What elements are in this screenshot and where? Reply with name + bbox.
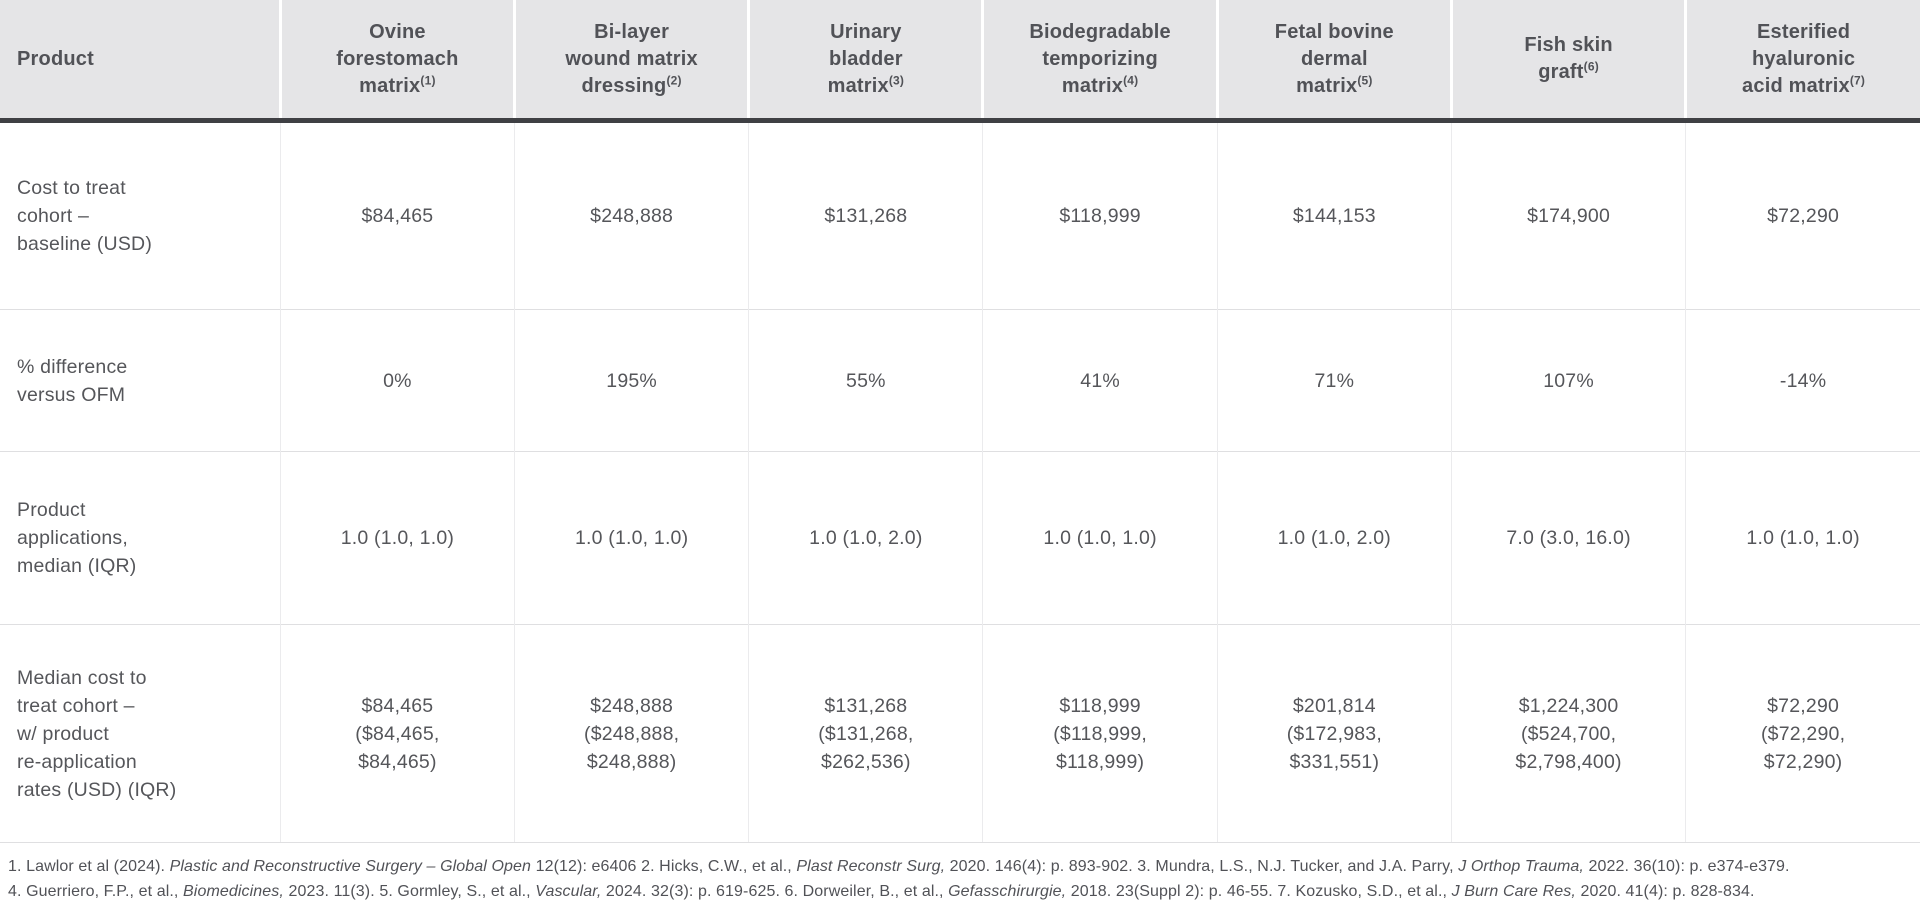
column-header-label: Fish skin graft [1524,34,1613,83]
references-footnote: 1. Lawlor et al (2024). Plastic and Reco… [0,843,1920,904]
table-cell: $72,290 ($72,290, $72,290) [1685,624,1920,843]
row-label: Median cost to treat cohort – w/ product re… [0,624,281,843]
column-header-fetal-bovine-dermal-matrix: Fetal bovine dermal matrix(5) [1215,0,1452,123]
column-header-label: Urinary bladder matrix [827,20,903,97]
table-cell: 1.0 (1.0, 2.0) [1216,451,1452,625]
table-cell: $118,999 ($118,999, $118,999) [982,624,1218,843]
table-cell: 55% [748,309,983,452]
table-cell: 1.0 (1.0, 1.0) [514,451,749,625]
reference-superscript: (5) [1357,72,1373,87]
column-header-urinary-bladder-matrix: Urinary bladder matrix(3) [747,0,983,123]
reference-superscript: (7) [1849,72,1866,87]
column-header-fish-skin-graft: Fish skin graft(6) [1449,0,1686,123]
table-cell: $174,900 [1450,120,1686,310]
column-header-label: Esterified hyaluronic acid matrix [1742,20,1856,97]
table-cell: $201,814 ($172,983, $331,551) [1216,624,1452,843]
table-cell: 1.0 (1.0, 1.0) [279,451,515,625]
table-cell: 107% [1450,309,1686,452]
table-cell: 195% [514,309,749,452]
row-label: Product applications, median (IQR) [0,451,281,625]
footnote-line-1: 1. Lawlor et al (2024). Plastic and Reco… [8,858,1790,875]
row-label: Cost to treat cohort – baseline (USD) [17,177,153,255]
row-label: % difference versus OFM [0,309,281,452]
column-header-label: Product [17,47,94,70]
table-cell: $84,465 [279,120,515,310]
column-header-label: Biodegradable temporizing matrix [1029,20,1171,97]
column-header-product: Product [0,0,281,123]
table-cell: $72,290 [1685,120,1920,310]
table-cell: 1.0 (1.0, 1.0) [1685,451,1920,625]
product-comparison-table: Product Ovine forestomach matrix(1) Bi-lay… [0,0,1920,843]
column-header-label: Bi-layer wound matrix dressing [565,20,698,97]
table-cell: 41% [982,309,1218,452]
table-row-percent-difference: % difference versus OFM 0% 195% 55% 41% 7… [0,309,1920,452]
footnote-line-2: 4. Guerriero, F.P., et al., Biomedicines… [8,883,1755,900]
table-cell: $131,268 [748,120,983,310]
table-header-row: Product Ovine forestomach matrix(1) Bi-lay… [0,0,1920,123]
reference-superscript: (2) [666,72,682,87]
table-cell: -14% [1685,309,1920,452]
column-header-label: Fetal bovine dermal matrix [1274,20,1394,97]
reference-superscript: (4) [1123,72,1139,87]
table-cell: 7.0 (3.0, 16.0) [1450,451,1686,625]
table-row-product-applications: Product applications, median (IQR) 1.0 (1.… [0,451,1920,625]
column-header-biodegradable-temporizing-matrix: Biodegradable temporizing matrix(4) [981,0,1218,123]
column-header-label: Ovine forestomach matrix [336,20,459,97]
reference-superscript: (6) [1583,59,1599,74]
table-cell: $144,153 [1216,120,1452,310]
reference-superscript: (3) [888,72,905,87]
table-cell: 1.0 (1.0, 1.0) [982,451,1218,625]
table-cell: $248,888 ($248,888, $248,888) [514,624,749,843]
table-cell: 1.0 (1.0, 2.0) [748,451,983,625]
table-cell: $131,268 ($131,268, $262,536) [748,624,983,843]
table-cell: $84,465 ($84,465, $84,465) [279,624,515,843]
reference-superscript: (1) [420,72,436,87]
table-cell: $118,999 [982,120,1218,310]
table-row-cost-baseline: Cost to treat cohort – baseline (USD) $84,… [0,120,1920,310]
column-header-bilayer-wound-matrix-dressing: Bi-layer wound matrix dressing(2) [513,0,749,123]
column-header-esterified-hyaluronic-acid-matrix: Esterified hyaluronic acid matrix(7) [1684,0,1920,123]
table-cell: $248,888 [514,120,749,310]
table-row-median-cost-reapplication: Median cost to treat cohort – w/ product re… [0,624,1920,843]
table-cell: 0% [279,309,515,452]
table-cell: $1,224,300 ($524,700, $2,798,400) [1450,624,1686,843]
table-cell: 71% [1216,309,1452,452]
column-header-ovine-forestomach-matrix: Ovine forestomach matrix(1) [278,0,515,123]
